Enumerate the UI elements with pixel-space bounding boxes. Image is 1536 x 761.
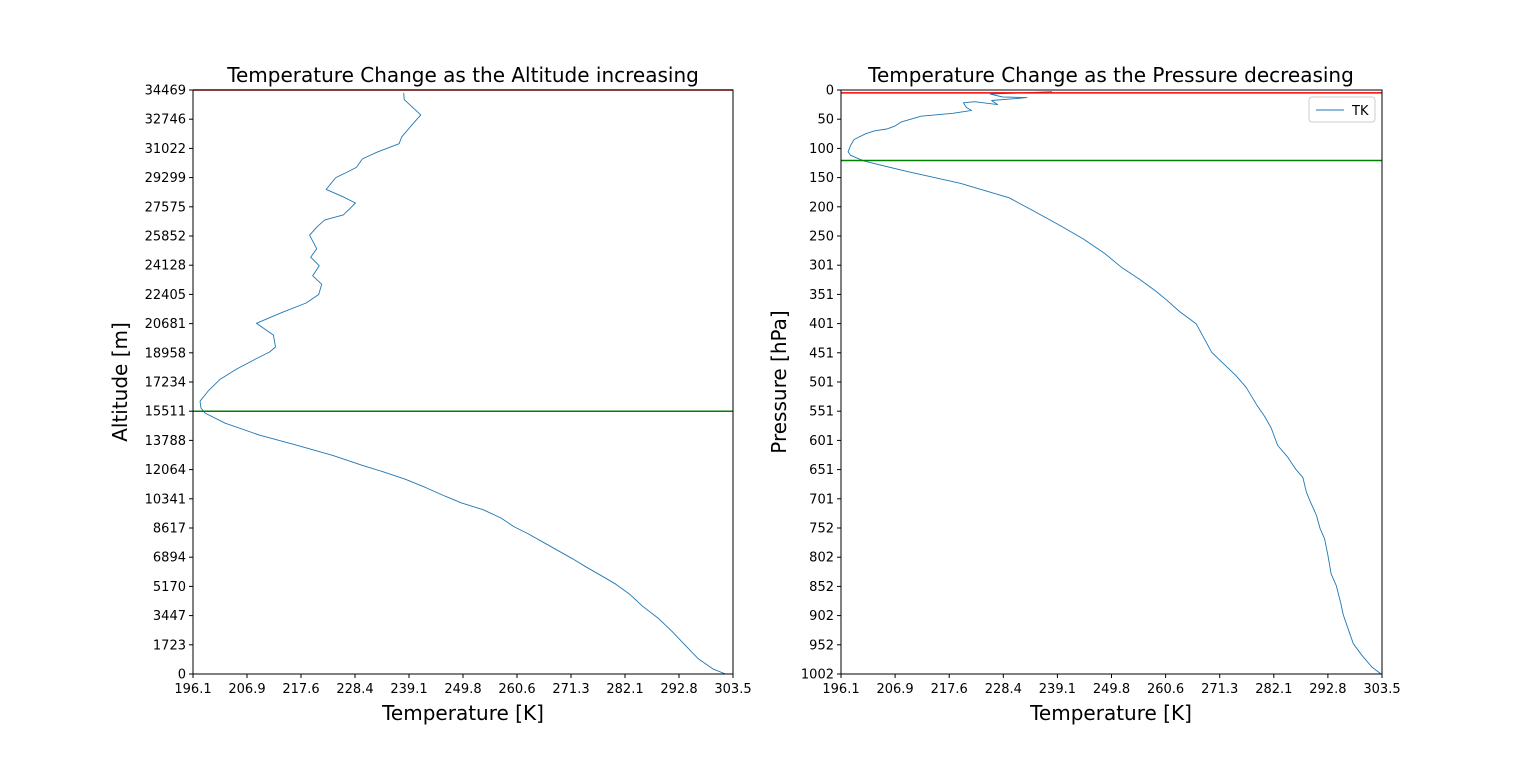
y-tick-label: 18958 bbox=[145, 346, 186, 361]
y-axis-title: Altitude [m] bbox=[108, 322, 132, 442]
y-tick-label: 15511 bbox=[145, 405, 186, 420]
y-tick-label: 5170 bbox=[153, 580, 186, 595]
y-tick-label: 250 bbox=[809, 230, 834, 245]
x-tick-label: 260.6 bbox=[1147, 682, 1184, 697]
y-tick-label: 601 bbox=[809, 434, 834, 449]
x-tick-label: 239.1 bbox=[390, 682, 427, 697]
x-tick-label: 228.4 bbox=[985, 682, 1022, 697]
y-tick-label: 200 bbox=[809, 200, 834, 215]
y-tick-label: 301 bbox=[809, 259, 834, 274]
x-tick-label: 303.5 bbox=[714, 682, 751, 697]
legend: TK bbox=[1308, 96, 1376, 123]
y-tick-label: 3447 bbox=[153, 609, 186, 624]
y-tick-label: 1002 bbox=[801, 668, 834, 683]
y-tick-label: 501 bbox=[809, 376, 834, 391]
x-tick-label: 249.8 bbox=[1093, 682, 1130, 697]
y-tick-label: 752 bbox=[809, 522, 834, 537]
x-tick-label: 260.6 bbox=[498, 682, 535, 697]
x-tick-label: 271.3 bbox=[1201, 682, 1238, 697]
chart-title: Temperature Change as the Pressure decre… bbox=[867, 63, 1354, 87]
legend-label: TK bbox=[1351, 104, 1369, 119]
y-tick-label: 651 bbox=[809, 463, 834, 478]
series-line bbox=[847, 91, 1382, 674]
y-tick-label: 100 bbox=[809, 142, 834, 157]
x-tick-label: 239.1 bbox=[1039, 682, 1076, 697]
plot-frame bbox=[192, 89, 734, 675]
x-axis-title: Temperature [K] bbox=[1029, 701, 1192, 725]
y-tick-label: 1723 bbox=[153, 638, 186, 653]
x-tick-label: 249.8 bbox=[444, 682, 481, 697]
y-tick-label: 17234 bbox=[145, 376, 186, 391]
y-tick-label: 20681 bbox=[145, 317, 186, 332]
y-tick-label: 401 bbox=[809, 317, 834, 332]
x-tick-label: 196.1 bbox=[174, 682, 211, 697]
y-tick-label: 351 bbox=[809, 288, 834, 303]
series-line bbox=[199, 92, 726, 674]
y-tick-label: 902 bbox=[809, 609, 834, 624]
y-tick-label: 22405 bbox=[145, 288, 186, 303]
altitude-chart: Temperature Change as the Altitude incre… bbox=[108, 63, 752, 725]
x-tick-label: 217.6 bbox=[282, 682, 319, 697]
y-tick-label: 32746 bbox=[145, 113, 186, 128]
y-tick-label: 150 bbox=[809, 171, 834, 186]
x-tick-label: 282.1 bbox=[606, 682, 643, 697]
x-tick-label: 196.1 bbox=[822, 682, 859, 697]
x-tick-labels: 196.1 206.9 217.6 228.4 239.1 249.8 260.6 271.3… bbox=[822, 682, 1400, 697]
plot-frame bbox=[840, 89, 1383, 675]
y-tick-label: 31022 bbox=[145, 142, 186, 157]
y-tick-label: 8617 bbox=[153, 522, 186, 537]
x-tick-label: 292.8 bbox=[1309, 682, 1346, 697]
y-tick-label: 701 bbox=[809, 492, 834, 507]
y-tick-label: 12064 bbox=[145, 463, 186, 478]
y-tick-label: 27575 bbox=[145, 200, 186, 215]
y-tick-label: 6894 bbox=[153, 551, 186, 566]
y-tick-label: 551 bbox=[809, 405, 834, 420]
y-tick-label: 34469 bbox=[145, 84, 186, 99]
y-tick-label: 952 bbox=[809, 638, 834, 653]
y-tick-label: 50 bbox=[817, 113, 834, 128]
y-tick-label: 852 bbox=[809, 580, 834, 595]
x-axis-title: Temperature [K] bbox=[381, 701, 544, 725]
y-tick-labels: 0 1723 3447 5170 6894 8617 10341 12064 13788 1551… bbox=[145, 84, 186, 683]
y-tick-label: 0 bbox=[826, 84, 834, 99]
y-tick-label: 25852 bbox=[145, 229, 186, 244]
x-tick-label: 206.9 bbox=[876, 682, 913, 697]
y-tick-label: 29299 bbox=[145, 171, 186, 186]
x-tick-label: 282.1 bbox=[1255, 682, 1292, 697]
plot-area bbox=[837, 89, 1383, 678]
y-tick-label: 24128 bbox=[145, 259, 186, 274]
y-tick-label: 0 bbox=[178, 668, 186, 683]
x-tick-label: 217.6 bbox=[931, 682, 968, 697]
chart-title: Temperature Change as the Altitude incre… bbox=[226, 63, 699, 87]
x-tick-label: 271.3 bbox=[552, 682, 589, 697]
x-tick-labels: 196.1 206.9 217.6 228.4 239.1 249.8 260.6 271.3… bbox=[174, 682, 751, 697]
x-tick-label: 292.8 bbox=[660, 682, 697, 697]
y-tick-labels: 0 50 100 150 200 250 301 351 401 451 501 551 601 651 7… bbox=[801, 84, 834, 683]
y-tick-label: 451 bbox=[809, 346, 834, 361]
x-tick-label: 206.9 bbox=[228, 682, 265, 697]
y-tick-label: 10341 bbox=[145, 492, 186, 507]
x-tick-label: 228.4 bbox=[336, 682, 373, 697]
y-axis-title: Pressure [hPa] bbox=[767, 310, 791, 453]
x-tick-label: 303.5 bbox=[1363, 682, 1400, 697]
pressure-chart: Temperature Change as the Pressure decre… bbox=[767, 63, 1401, 725]
y-tick-label: 13788 bbox=[145, 434, 186, 449]
plot-area bbox=[189, 89, 734, 678]
y-tick-label: 802 bbox=[809, 551, 834, 566]
